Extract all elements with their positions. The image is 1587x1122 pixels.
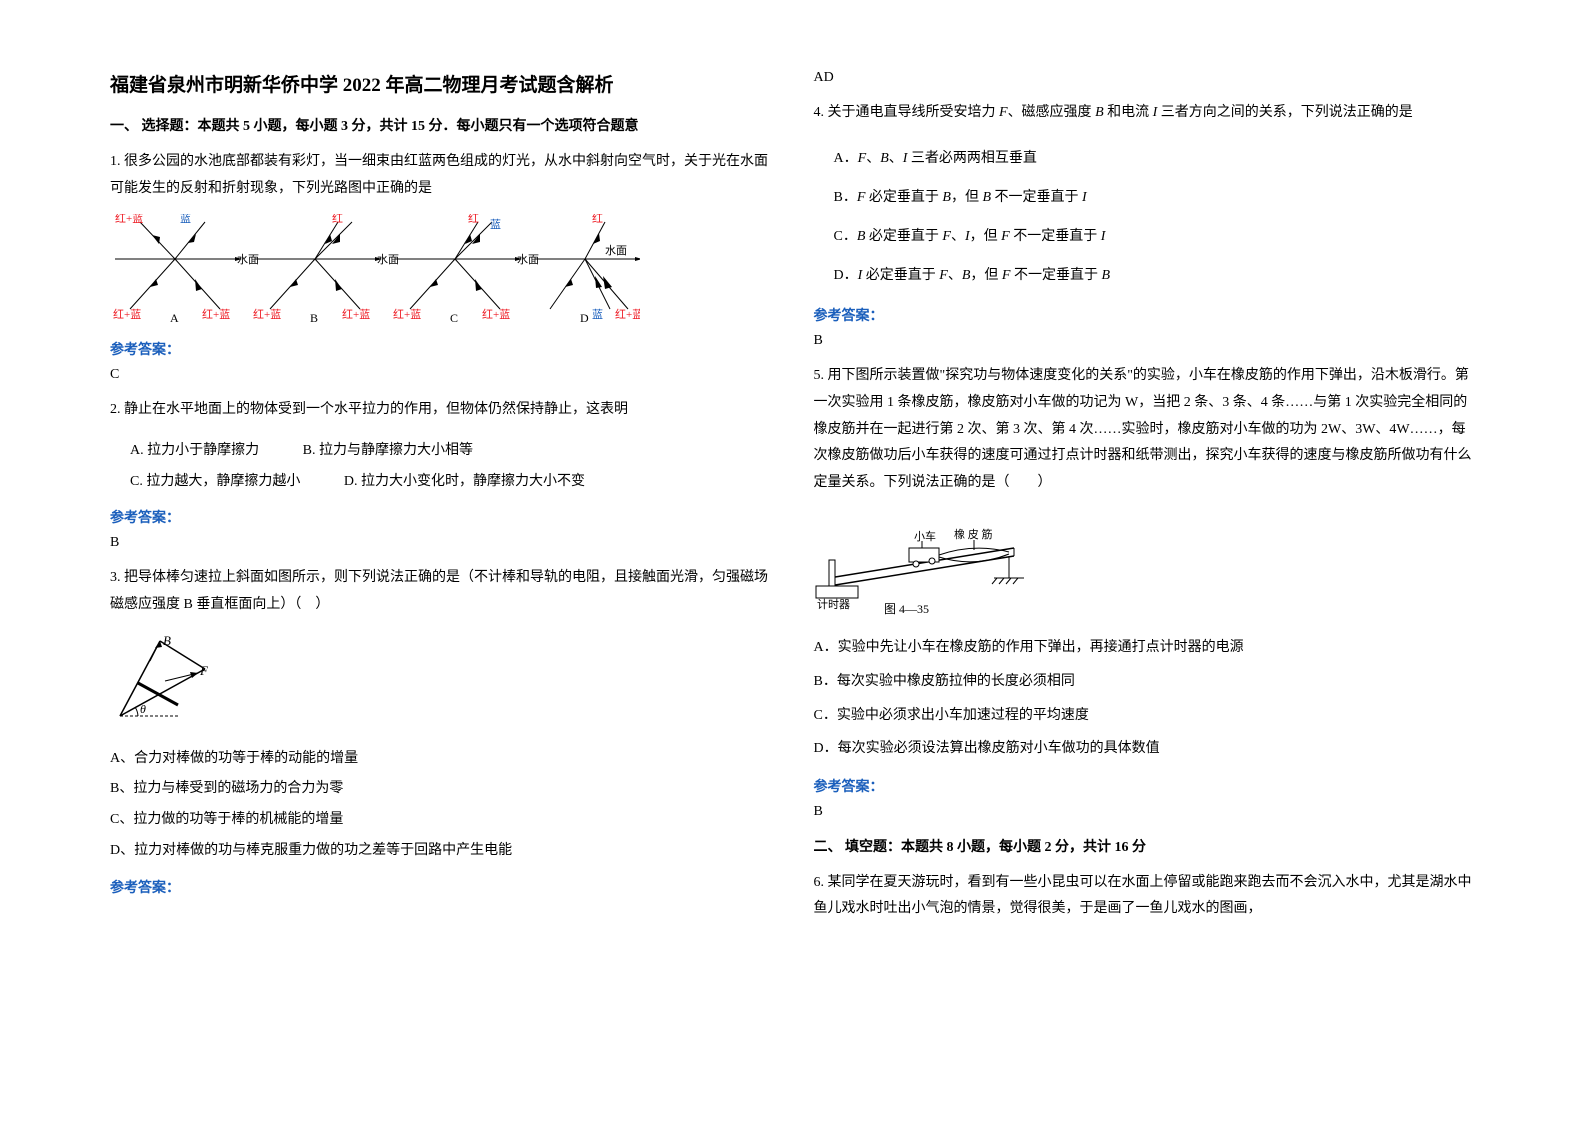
q3-answer: AD (814, 70, 1478, 86)
q2-stem: 2. 静止在水平地面上的物体受到一个水平拉力的作用，但物体仍然保持静止，这表明 (110, 397, 774, 424)
q4-optA: A．F、B、I 三者必两两相互垂直 (834, 139, 1478, 178)
svg-text:红+蓝: 红+蓝 (253, 308, 281, 321)
svg-text:计时器: 计时器 (817, 598, 850, 611)
q4-stem: 4. 关于通电直导线所受安培力 F、磁感应强度 B 和电流 I 三者方向之间的关… (814, 100, 1478, 127)
svg-text:红: 红 (592, 214, 603, 225)
q2-answer: B (110, 535, 774, 551)
svg-text:蓝: 蓝 (180, 214, 191, 225)
answer-label: 参考答案： (110, 339, 774, 359)
q5-optD: D．每次实验必须设法算出橡皮筋对小车做功的具体数值 (814, 732, 1478, 766)
q5-diagram: 计时器 小车 橡 皮 筋 图 4—35 (814, 508, 1478, 623)
answer-label: 参考答案： (110, 877, 774, 897)
svg-text:A: A (170, 311, 179, 324)
svg-text:小车: 小车 (914, 529, 936, 543)
svg-text:蓝: 蓝 (592, 308, 603, 321)
svg-text:红: 红 (468, 214, 479, 225)
q2-options: A. 拉力小于静摩擦力 B. 拉力与静摩擦力大小相等 C. 拉力越大，静摩擦力越… (130, 436, 774, 498)
q5-optB: B．每次实验中橡皮筋拉伸的长度必须相同 (814, 665, 1478, 699)
svg-text:红+蓝: 红+蓝 (342, 308, 370, 321)
q4-optB: B．F 必定垂直于 B，但 B 不一定垂直于 I (834, 178, 1478, 217)
answer-label: 参考答案： (814, 305, 1478, 325)
svg-text:图 4—35: 图 4—35 (884, 602, 929, 616)
svg-text:红+蓝: 红+蓝 (482, 308, 510, 321)
q4-optD: D．I 必定垂直于 F、B，但 F 不一定垂直于 B (834, 256, 1478, 295)
q5-options: A．实验中先让小车在橡皮筋的作用下弹出，再接通打点计时器的电源 B．每次实验中橡… (814, 631, 1478, 765)
q3-optA: A、合力对棒做的功等于棒的动能的增量 (110, 744, 774, 775)
q6-stem: 6. 某同学在夏天游玩时，看到有一些小昆虫可以在水面上停留或能跑来跑去而不会沉入… (814, 870, 1478, 923)
svg-text:红+蓝: 红+蓝 (113, 308, 141, 321)
page-title: 福建省泉州市明新华侨中学 2022 年高二物理月考试题含解析 (110, 70, 774, 97)
q3-options: A、合力对棒做的功等于棒的动能的增量 B、拉力与棒受到的磁场力的合力为零 C、拉… (110, 744, 774, 867)
svg-text:水面: 水面 (605, 244, 627, 257)
svg-text:红+蓝: 红+蓝 (115, 214, 143, 225)
svg-text:D: D (580, 311, 589, 324)
svg-text:F: F (199, 663, 209, 678)
q5-optA: A．实验中先让小车在橡皮筋的作用下弹出，再接通打点计时器的电源 (814, 631, 1478, 665)
svg-text:红+蓝: 红+蓝 (615, 308, 640, 321)
q4-optC: C．B 必定垂直于 F、I，但 F 不一定垂直于 I (834, 217, 1478, 256)
answer-label: 参考答案： (814, 776, 1478, 796)
q4-answer: B (814, 333, 1478, 349)
q1-diagram: 水面 红+蓝 蓝 红+蓝 红+蓝 A (110, 214, 774, 329)
q1-answer: C (110, 367, 774, 383)
q4-options: A．F、B、I 三者必两两相互垂直 B．F 必定垂直于 B，但 B 不一定垂直于… (834, 139, 1478, 296)
q2-optD: D. 拉力大小变化时，静摩擦力大小不变 (344, 474, 585, 489)
svg-text:蓝: 蓝 (490, 218, 501, 231)
right-column: AD 4. 关于通电直导线所受安培力 F、磁感应强度 B 和电流 I 三者方向之… (794, 70, 1498, 1082)
svg-text:橡 皮 筋: 橡 皮 筋 (954, 527, 993, 541)
q3-optC: C、拉力做的功等于棒的机械能的增量 (110, 805, 774, 836)
section2-header: 二、 填空题：本题共 8 小题，每小题 2 分，共计 16 分 (814, 836, 1478, 856)
q5-optC: C．实验中必须求出小车加速过程的平均速度 (814, 699, 1478, 733)
svg-text:θ: θ (140, 702, 146, 716)
svg-text:红: 红 (332, 214, 343, 225)
answer-label: 参考答案： (110, 507, 774, 527)
q2-optA: A. 拉力小于静摩擦力 (130, 443, 259, 458)
q3-optB: B、拉力与棒受到的磁场力的合力为零 (110, 774, 774, 805)
q3-stem: 3. 把导体棒匀速拉上斜面如图所示，则下列说法正确的是（不计棒和导轨的电阻，且接… (110, 565, 774, 618)
q2-optB: B. 拉力与静摩擦力大小相等 (303, 443, 473, 458)
q1-stem: 1. 很多公园的水池底部都装有彩灯，当一细束由红蓝两色组成的灯光，从水中斜射向空… (110, 149, 774, 202)
q3-optD: D、拉力对棒做的功与棒克服重力做的功之差等于回路中产生电能 (110, 836, 774, 867)
svg-text:红+蓝: 红+蓝 (202, 308, 230, 321)
svg-text:红+蓝: 红+蓝 (393, 308, 421, 321)
q5-stem: 5. 用下图所示装置做"探究功与物体速度变化的关系"的实验，小车在橡皮筋的作用下… (814, 363, 1478, 496)
svg-text:B: B (310, 311, 318, 324)
q5-answer: B (814, 804, 1478, 820)
q3-diagram: B F θ (110, 631, 774, 736)
section1-header: 一、 选择题：本题共 5 小题，每小题 3 分，共计 15 分．每小题只有一个选… (110, 115, 774, 135)
left-column: 福建省泉州市明新华侨中学 2022 年高二物理月考试题含解析 一、 选择题：本题… (90, 70, 794, 1082)
svg-text:B: B (163, 633, 171, 648)
svg-text:C: C (450, 311, 458, 324)
q2-optC: C. 拉力越大，静摩擦力越小 (130, 474, 300, 489)
